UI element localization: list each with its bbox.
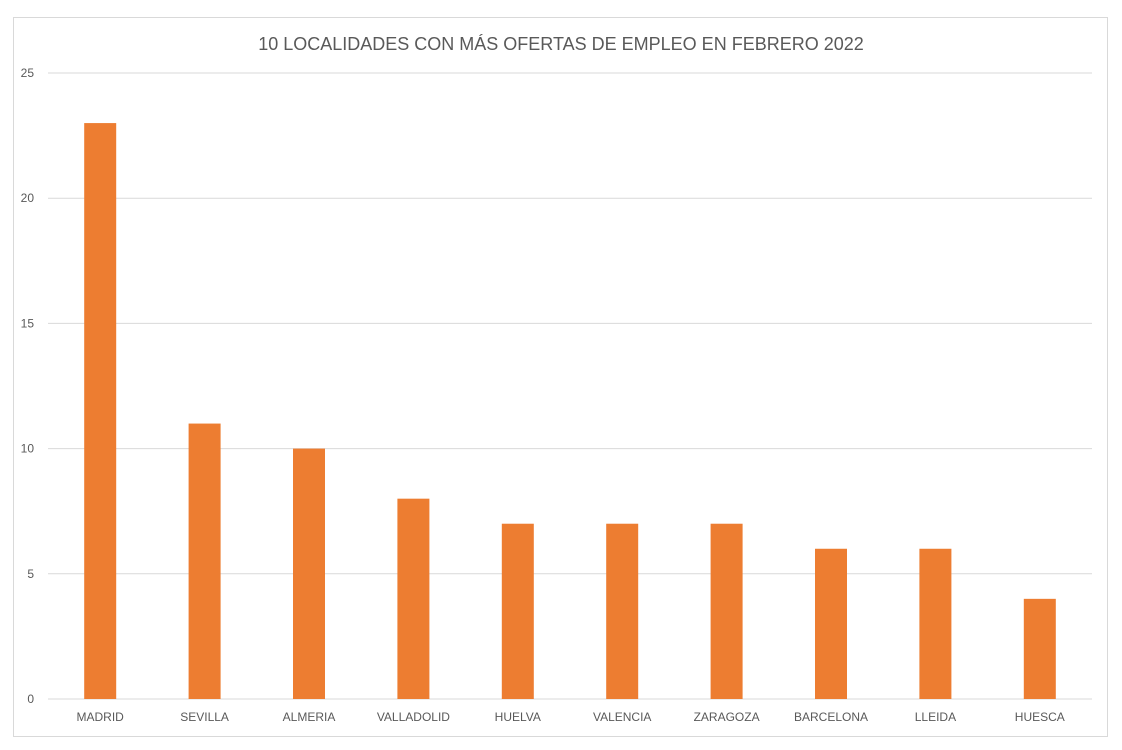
bar-huesca <box>1023 598 1056 699</box>
y-tick-label: 15 <box>21 316 35 330</box>
x-tick-label-barcelona: BARCELONA <box>794 710 868 724</box>
x-tick-label-huesca: HUESCA <box>1015 710 1065 724</box>
x-tick-label-madrid: MADRID <box>77 710 125 724</box>
y-tick-label: 20 <box>21 191 35 205</box>
bar-valencia <box>606 523 639 699</box>
bar-sevilla <box>188 423 221 699</box>
gridlines <box>48 72 1092 700</box>
bar-valladolid <box>397 498 430 699</box>
y-tick-label: 10 <box>21 442 35 456</box>
x-axis-tick-labels: MADRID SEVILLA ALMERIA VALLADOLID HUELVA VALE… <box>77 710 1065 724</box>
x-tick-label-sevilla: SEVILLA <box>180 710 229 724</box>
x-tick-label-zaragoza: ZARAGOZA <box>694 710 760 724</box>
y-axis-tick-labels: 0 5 10 15 20 25 <box>21 66 35 706</box>
chart-title: 10 LOCALIDADES CON MÁS OFERTAS DE EMPLEO… <box>258 34 864 54</box>
bar-lleida <box>919 548 952 699</box>
bar-zaragoza <box>710 523 743 699</box>
bar-barcelona <box>815 548 847 699</box>
x-tick-label-lleida: LLEIDA <box>915 710 956 724</box>
x-tick-label-valladolid: VALLADOLID <box>377 710 450 724</box>
x-tick-label-huelva: HUELVA <box>495 710 541 724</box>
bar-huelva <box>501 523 534 699</box>
y-tick-label: 0 <box>27 692 34 706</box>
y-tick-label: 25 <box>21 66 35 80</box>
bar-madrid <box>84 123 117 699</box>
x-tick-label-almeria: ALMERIA <box>283 710 336 724</box>
x-tick-label-valencia: VALENCIA <box>593 710 651 724</box>
y-tick-label: 5 <box>27 567 34 581</box>
bar-almeria <box>293 448 325 699</box>
bars <box>84 123 1056 699</box>
